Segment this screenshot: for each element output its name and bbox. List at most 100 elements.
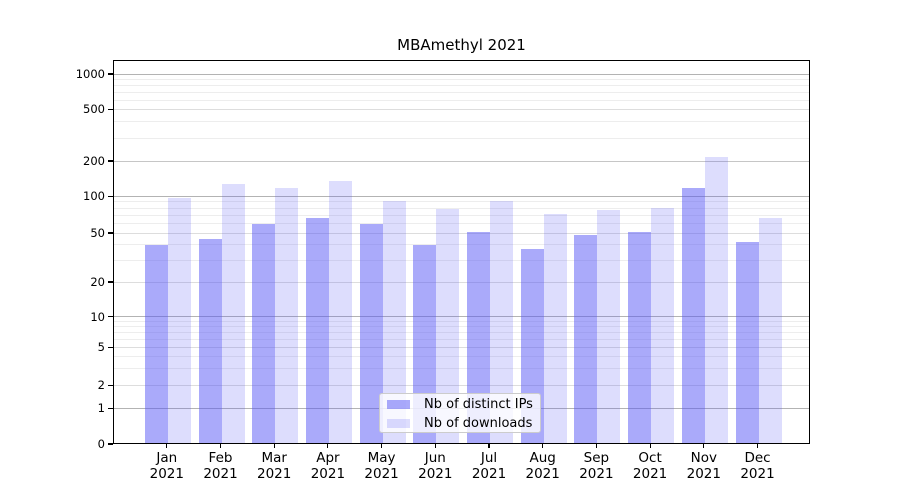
x-tick-mark-aug-2021	[542, 444, 544, 448]
gridline-y-2	[113, 384, 810, 386]
x-tick-mark-oct-2021	[649, 444, 651, 448]
y-tick-label-2: 2	[97, 378, 105, 393]
y-tick-mark-0	[108, 443, 113, 445]
y-tick-label-100: 100	[83, 189, 105, 204]
legend-label-downloads: Nb of downloads	[424, 415, 533, 431]
x-tick-mark-mar-2021	[273, 444, 275, 448]
bar-nb-of-distinct-ips-dec-2021	[735, 242, 759, 444]
bar-nb-of-distinct-ips-jan-2021	[144, 244, 168, 444]
gridline-y-3	[113, 367, 810, 369]
bar-nb-of-distinct-ips-apr-2021	[305, 217, 329, 444]
y-tick-mark-200	[108, 160, 113, 162]
bar-nb-of-distinct-ips-jul-2021	[467, 231, 490, 444]
gridline-y-20	[113, 281, 810, 283]
y-tick-mark-50	[108, 232, 113, 234]
x-tick-mark-nov-2021	[703, 444, 705, 448]
gridline-y-30	[113, 259, 810, 261]
gridline-y-50	[113, 232, 810, 234]
gridline-y-700	[113, 91, 810, 93]
gridline-y-500	[113, 108, 810, 110]
gridline-y-800	[113, 84, 810, 86]
bar-nb-of-distinct-ips-may-2021	[359, 224, 383, 444]
bar-nb-of-downloads-aug-2021	[543, 214, 567, 444]
gridline-y-80	[113, 207, 810, 209]
gridline-y-400	[113, 121, 810, 123]
bar-nb-of-downloads-jan-2021	[167, 198, 191, 444]
gridline-y-1000	[113, 73, 810, 75]
legend-swatch-distinct-ips	[387, 399, 410, 409]
plot-area	[113, 60, 810, 444]
gridline-y-10	[113, 316, 810, 318]
gridline-y-100	[113, 195, 810, 197]
x-tick-label-jun-2021: Jun 2021	[418, 450, 453, 482]
gridline-y-600	[113, 99, 810, 101]
x-tick-mark-feb-2021	[219, 444, 222, 448]
y-tick-label-500: 500	[83, 102, 105, 117]
y-tick-mark-1000	[108, 73, 113, 75]
legend-label-distinct-ips: Nb of distinct IPs	[424, 396, 533, 412]
x-tick-mark-may-2021	[381, 444, 383, 448]
gridline-y-7	[113, 331, 810, 333]
y-tick-label-1000: 1000	[75, 67, 105, 81]
gridline-y-60	[113, 222, 810, 224]
legend: Nb of distinct IPs Nb of downloads	[379, 393, 541, 433]
legend-item-distinct-ips: Nb of distinct IPs	[380, 396, 540, 414]
bar-nb-of-distinct-ips-sep-2021	[574, 235, 598, 444]
x-tick-mark-jul-2021	[488, 444, 490, 448]
gridline-y-200	[113, 160, 810, 162]
bar-nb-of-distinct-ips-nov-2021	[681, 188, 705, 444]
gridline-y-300	[113, 137, 810, 139]
x-tick-label-jul-2021: Jul 2021	[471, 450, 507, 482]
x-tick-mark-jan-2021	[166, 444, 168, 448]
gridline-y-9	[113, 320, 810, 322]
legend-swatch-downloads	[387, 418, 410, 428]
x-tick-label-apr-2021: Apr 2021	[310, 450, 346, 482]
bar-nb-of-distinct-ips-oct-2021	[628, 231, 652, 444]
bar-nb-of-downloads-jun-2021	[436, 209, 460, 444]
x-tick-label-feb-2021: Feb 2021	[203, 450, 238, 482]
bar-nb-of-distinct-ips-mar-2021	[252, 224, 276, 444]
x-tick-label-jan-2021: Jan 2021	[149, 450, 184, 482]
x-tick-mark-dec-2021	[756, 444, 759, 448]
chart-title: MBAmethyl 2021	[397, 36, 526, 54]
bar-nb-of-downloads-feb-2021	[221, 184, 245, 444]
x-tick-label-may-2021: May 2021	[364, 450, 399, 482]
bar-nb-of-downloads-sep-2021	[597, 210, 621, 444]
y-tick-mark-10	[108, 316, 113, 318]
x-tick-label-oct-2021: Oct 2021	[632, 450, 668, 482]
y-tick-label-5: 5	[97, 340, 105, 355]
x-tick-label-nov-2021: Nov 2021	[686, 450, 721, 482]
gridline-y-900	[113, 78, 810, 80]
gridline-y-40	[113, 244, 810, 246]
bar-nb-of-downloads-nov-2021	[704, 156, 728, 444]
y-tick-label-10: 10	[90, 309, 105, 324]
x-tick-label-dec-2021: Dec 2021	[740, 450, 775, 482]
y-tick-mark-100	[108, 195, 113, 197]
y-tick-mark-2	[108, 384, 113, 386]
gridline-y-8	[113, 326, 810, 328]
bar-nb-of-downloads-oct-2021	[651, 208, 675, 444]
y-tick-label-50: 50	[90, 226, 105, 240]
y-tick-mark-1	[108, 407, 113, 409]
gridline-y-90	[113, 201, 810, 203]
gridline-y-4	[113, 356, 810, 358]
y-tick-label-20: 20	[90, 275, 105, 289]
y-tick-mark-20	[108, 281, 113, 283]
legend-item-downloads: Nb of downloads	[380, 415, 540, 433]
y-tick-mark-500	[108, 108, 113, 110]
y-tick-mark-5	[108, 346, 113, 348]
bar-nb-of-downloads-dec-2021	[758, 218, 782, 444]
x-tick-mark-jun-2021	[434, 444, 436, 448]
bar-nb-of-downloads-mar-2021	[275, 188, 299, 444]
bar-nb-of-downloads-may-2021	[382, 200, 406, 444]
gridline-y-5	[113, 346, 810, 348]
y-tick-label-200: 200	[83, 154, 105, 168]
x-tick-label-mar-2021: Mar 2021	[257, 450, 292, 482]
x-tick-mark-sep-2021	[595, 444, 597, 448]
x-tick-mark-apr-2021	[327, 444, 329, 448]
y-tick-label-1: 1	[97, 401, 105, 416]
y-tick-label-0: 0	[97, 437, 105, 451]
gridline-y-6	[113, 338, 810, 340]
x-tick-label-sep-2021: Sep 2021	[579, 450, 614, 482]
